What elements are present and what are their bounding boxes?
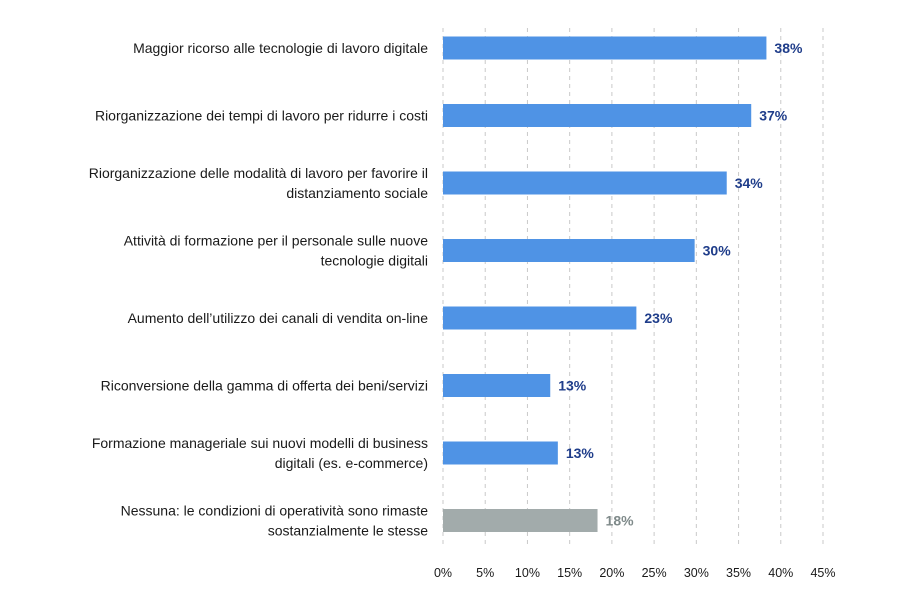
bar [443, 441, 558, 465]
category-label: Maggior ricorso alle tecnologie di lavor… [133, 40, 428, 56]
bar [443, 171, 727, 195]
x-tick-label: 25% [642, 566, 667, 580]
bar [443, 509, 598, 532]
bar [443, 306, 637, 330]
x-tick-label: 35% [726, 566, 751, 580]
category-label: Riconversione della gamma di offerta dei… [101, 378, 428, 394]
bar [443, 36, 767, 60]
x-tick-label: 5% [476, 566, 494, 580]
category-label: sostanzialmente le stesse [268, 523, 429, 539]
category-label: Formazione manageriale sui nuovi modelli… [92, 435, 428, 451]
bar [443, 104, 752, 127]
bar [443, 239, 695, 262]
x-tick-label: 45% [810, 566, 835, 580]
category-label: Riorganizzazione delle modalità di lavor… [89, 165, 428, 181]
category-label: Nessuna: le condizioni di operatività so… [121, 503, 429, 519]
category-label: Riorganizzazione dei tempi di lavoro per… [95, 108, 428, 124]
category-label: digitali (es. e-commerce) [275, 455, 428, 471]
data-label: 23% [644, 310, 673, 326]
x-tick-label: 0% [434, 566, 452, 580]
data-label: 38% [774, 40, 803, 56]
x-axis-ticks: 0% 5% 10% 15% 20% 25% 30% 35% 40% 45% [434, 566, 836, 580]
category-label: Attività di formazione per il personale … [124, 233, 428, 249]
data-label: 34% [735, 175, 764, 191]
data-label: 37% [759, 108, 788, 124]
category-label: Aumento dell’utilizzo dei canali di vend… [128, 310, 429, 326]
data-label: 30% [703, 243, 732, 259]
data-label: 13% [566, 445, 595, 461]
x-tick-label: 30% [684, 566, 709, 580]
data-label: 13% [558, 378, 587, 394]
x-tick-label: 10% [515, 566, 540, 580]
x-tick-label: 40% [768, 566, 793, 580]
bar [443, 374, 551, 397]
category-label: tecnologie digitali [321, 253, 428, 269]
x-tick-label: 20% [599, 566, 624, 580]
category-label: distanziamento sociale [286, 185, 428, 201]
x-tick-label: 15% [557, 566, 582, 580]
data-label: 18% [606, 513, 635, 529]
